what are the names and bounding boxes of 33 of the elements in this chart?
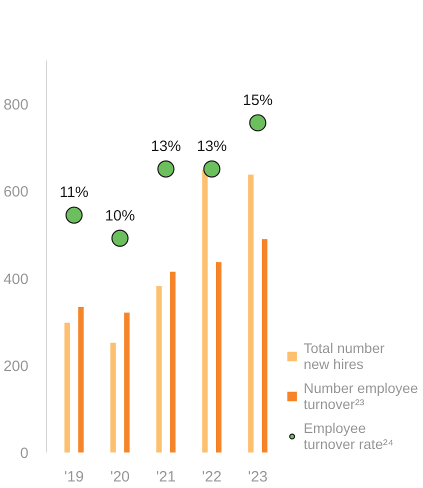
- y-tick-label: 800: [3, 96, 29, 114]
- point: [157, 160, 175, 178]
- bar: [124, 312, 130, 452]
- x-tick-label: '23: [248, 468, 268, 486]
- bar: [156, 286, 162, 452]
- y-tick-label: 200: [3, 358, 29, 375]
- data-label: 13%: [196, 138, 227, 156]
- bar: [262, 239, 268, 452]
- bar: [170, 272, 176, 452]
- point: [249, 114, 266, 132]
- y-tick-label: 0: [20, 445, 28, 462]
- y-tick-label: 600: [3, 184, 29, 201]
- x-tick-label: '22: [202, 468, 222, 486]
- y-tick-label: 400: [3, 270, 29, 288]
- data-label: 13%: [150, 138, 181, 156]
- data-label: 11%: [60, 184, 89, 202]
- bar: [110, 342, 116, 452]
- bar: [202, 170, 208, 452]
- legend-label: Number employee turnover²³: [304, 380, 418, 412]
- data-label: 15%: [242, 92, 273, 109]
- point: [65, 206, 83, 224]
- legend-label: Total number new hires: [304, 340, 385, 372]
- legend-label: Employee turnover rate²⁴: [304, 420, 394, 452]
- data-label: 10%: [104, 207, 135, 224]
- bar: [78, 307, 84, 452]
- bar: [248, 174, 254, 452]
- x-tick-label: '19: [64, 468, 84, 486]
- bar: [64, 322, 70, 452]
- point: [203, 160, 220, 178]
- x-tick-label: '20: [110, 468, 130, 486]
- point: [111, 230, 129, 247]
- bar: [216, 262, 222, 452]
- x-tick-label: '21: [156, 468, 176, 486]
